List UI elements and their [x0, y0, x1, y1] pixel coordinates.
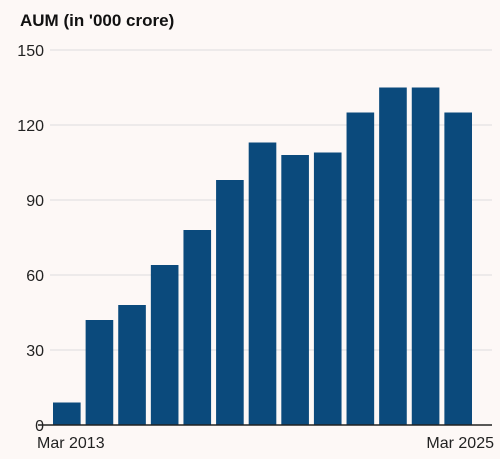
bar-mar-2020: [281, 155, 309, 425]
bar-mar-2021: [313, 152, 342, 425]
chart-title: AUM (in '000 crore): [20, 11, 174, 30]
bars: [53, 87, 472, 425]
y-tick-label-120: 120: [17, 118, 44, 135]
bar-mar-2025: [444, 112, 472, 425]
bar-mar-2014: [85, 320, 114, 425]
y-tick-label-90: 90: [26, 193, 44, 210]
bar-mar-2023: [379, 87, 407, 425]
y-tick-label-60: 60: [26, 268, 44, 285]
y-tick-label-0: 0: [35, 418, 44, 435]
bar-mar-2018: [216, 180, 244, 425]
bar-mar-2024: [411, 87, 440, 425]
bar-mar-2016: [150, 265, 179, 425]
x-tick-label-first: Mar 2013: [37, 435, 105, 452]
bar-mar-2022: [346, 112, 375, 425]
y-axis-ticks: 0 30 60 90 120 150: [17, 43, 44, 435]
bar-mar-2019: [248, 142, 277, 425]
bar-mar-2013: [53, 402, 81, 425]
bar-mar-2015: [118, 305, 146, 425]
x-tick-label-last: Mar 2025: [426, 435, 494, 452]
y-tick-label-30: 30: [26, 343, 44, 360]
y-tick-label-150: 150: [17, 43, 44, 60]
bar-mar-2017: [183, 230, 212, 425]
